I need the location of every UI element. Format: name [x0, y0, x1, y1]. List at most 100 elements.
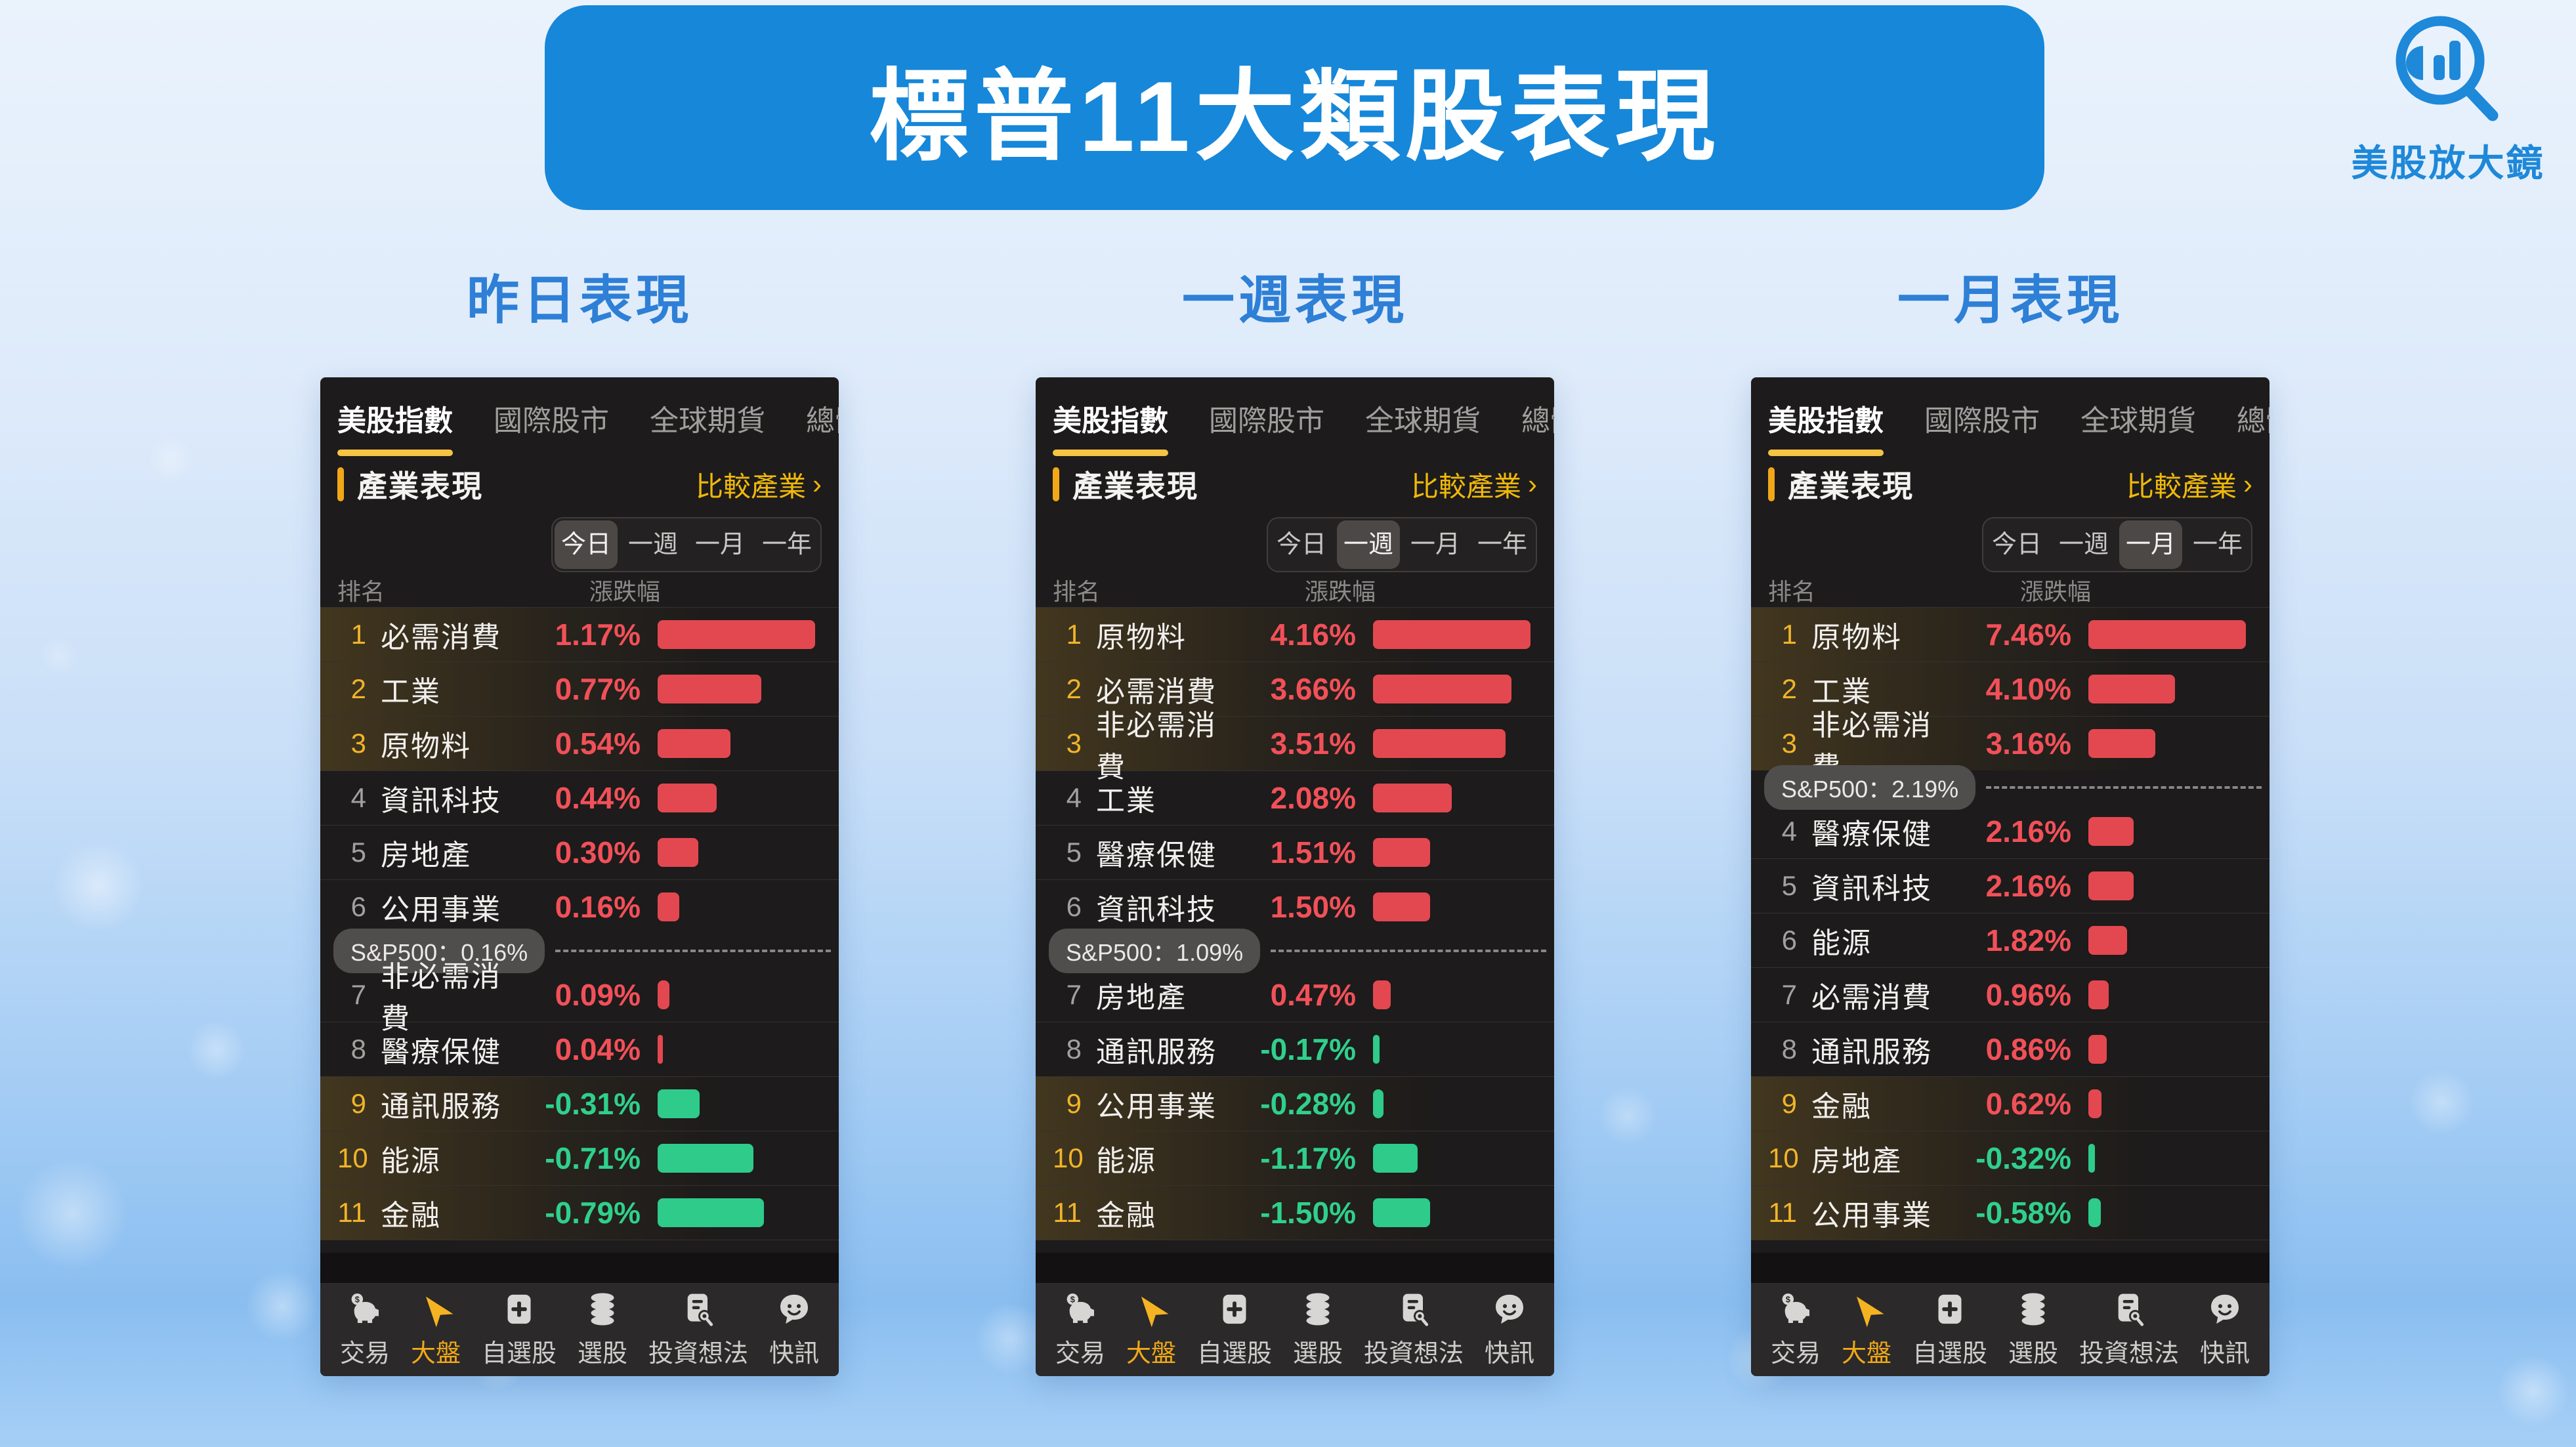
bar-area — [2088, 1144, 2252, 1173]
sp500-badge: S&P500：2.19% — [1764, 765, 1976, 810]
column-heading: 一週表現 — [1182, 271, 1408, 329]
sector-change-value: 1.82% — [1985, 923, 2071, 957]
sector-row-8[interactable]: 8 通訊服務 -0.17% — [1036, 1022, 1554, 1076]
sector-row-4[interactable]: 4 工業 2.08% — [1036, 770, 1554, 825]
sector-row-3[interactable]: 3 原物料 0.54% — [320, 716, 839, 770]
nav-item-4[interactable]: 選股 — [1293, 1291, 1343, 1369]
nav-item-label: 大盤 — [1841, 1339, 1891, 1368]
nav-item-3[interactable]: 自選股 — [1197, 1291, 1272, 1369]
sector-row-2[interactable]: 2 工業 4.10% — [1751, 661, 2270, 716]
top-tab-4[interactable]: 總體經濟 — [2237, 405, 2270, 437]
period-option-4[interactable]: 一年 — [761, 531, 812, 558]
period-option-1[interactable]: 今日 — [555, 520, 618, 569]
top-tab-4[interactable]: 總體經濟 — [806, 405, 839, 437]
nav-item-5[interactable]: 投資想法 — [1364, 1291, 1464, 1369]
sector-row-8[interactable]: 8 通訊服務 0.86% — [1751, 1022, 2270, 1076]
nav-item-3[interactable]: 自選股 — [1912, 1291, 1987, 1369]
sector-row-3[interactable]: 3 非必需消費 3.16% — [1751, 709, 2270, 784]
nav-item-1[interactable]: $ 交易 — [340, 1291, 390, 1369]
sector-row-7[interactable]: 7 房地產 0.47% — [1036, 968, 1554, 1022]
period-option-1[interactable]: 今日 — [1991, 531, 2042, 558]
nav-item-6[interactable]: 快訊 — [1485, 1291, 1534, 1369]
top-tab-2[interactable]: 國際股市 — [1924, 405, 2040, 437]
sector-row-1[interactable]: 1 原物料 4.16% — [1036, 607, 1554, 661]
change-bar — [658, 620, 815, 649]
sector-row-5[interactable]: 5 醫療保健 1.51% — [1036, 825, 1554, 879]
change-bar — [2088, 817, 2134, 846]
sector-row-9[interactable]: 9 公用事業 -0.28% — [1036, 1076, 1554, 1131]
sector-row-5[interactable]: 5 房地產 0.30% — [320, 825, 839, 879]
piggy-bank-icon: $ — [1066, 1293, 1094, 1323]
top-tab-4[interactable]: 總體經濟 — [1521, 405, 1554, 437]
sector-row-1[interactable]: 1 必需消費 1.17% — [320, 607, 839, 661]
nav-item-6[interactable]: 快訊 — [2200, 1291, 2250, 1369]
nav-item-3[interactable]: 自選股 — [482, 1291, 557, 1369]
nav-item-2[interactable]: 大盤 — [1126, 1291, 1176, 1369]
top-tab-2[interactable]: 國際股市 — [1209, 405, 1324, 437]
sector-row-3[interactable]: 3 非必需消費 3.51% — [1036, 709, 1554, 784]
nav-item-label: 選股 — [2008, 1339, 2058, 1368]
period-option-3[interactable]: 一月 — [2119, 520, 2182, 569]
sector-row-2[interactable]: 2 工業 0.77% — [320, 661, 839, 716]
sector-row-4[interactable]: 4 醫療保健 2.16% — [1751, 805, 2270, 858]
nav-item-label: 自選股 — [481, 1339, 557, 1368]
compare-industries-link[interactable]: 比較產業 › — [1411, 465, 1537, 505]
nav-item-6[interactable]: 快訊 — [769, 1291, 819, 1369]
sector-row-7[interactable]: 7 必需消費 0.96% — [1751, 967, 2270, 1022]
top-tab-2[interactable]: 國際股市 — [494, 405, 609, 437]
sector-row-6[interactable]: 6 能源 1.82% — [1751, 913, 2270, 967]
nav-item-2[interactable]: 大盤 — [1842, 1291, 1891, 1369]
nav-item-4[interactable]: 選股 — [578, 1291, 627, 1369]
period-option-4[interactable]: 一年 — [2192, 531, 2243, 558]
sector-row-5[interactable]: 5 資訊科技 2.16% — [1751, 858, 2270, 913]
sector-row-2[interactable]: 2 必需消費 3.66% — [1036, 661, 1554, 716]
sector-row-10[interactable]: 10 房地產 -0.32% — [1751, 1131, 2270, 1185]
nav-item-1[interactable]: $ 交易 — [1055, 1291, 1105, 1369]
compare-industries-link[interactable]: 比較產業 › — [2126, 465, 2252, 505]
sector-row-6[interactable]: 6 公用事業 0.16% — [320, 879, 839, 934]
app-screenshot-panel: 美股指數國際股市全球期貨總體經濟貨幣原 產業表現 比較產業› 今日一週一月一年 … — [320, 377, 839, 1376]
top-tab-3[interactable]: 全球期貨 — [650, 405, 765, 437]
sector-rank: 8 — [1781, 1034, 1797, 1064]
top-tab-1[interactable]: 美股指數 — [1768, 397, 1884, 456]
sector-row-7[interactable]: 7 非必需消費 0.09% — [320, 961, 839, 1035]
sector-row-11[interactable]: 11 金融 -1.50% — [1036, 1185, 1554, 1240]
period-option-3[interactable]: 一月 — [1410, 531, 1460, 558]
sector-rank: 8 — [350, 1034, 366, 1064]
top-tab-3[interactable]: 全球期貨 — [2080, 405, 2196, 437]
period-option-2[interactable]: 一週 — [627, 531, 678, 558]
section-header: 產業表現 比較產業 › — [1751, 456, 2270, 513]
bar-area — [1373, 675, 1537, 703]
period-option-2[interactable]: 一週 — [2058, 531, 2109, 558]
top-tab-1[interactable]: 美股指數 — [1053, 397, 1168, 456]
sector-row-8[interactable]: 8 醫療保健 0.04% — [320, 1022, 839, 1076]
nav-item-4[interactable]: 選股 — [2008, 1291, 2058, 1369]
top-tab-3[interactable]: 全球期貨 — [1365, 405, 1481, 437]
section-title: 產業表現 — [357, 469, 483, 503]
nav-item-5[interactable]: 投資想法 — [2079, 1291, 2179, 1369]
nav-item-5[interactable]: 投資想法 — [648, 1291, 748, 1369]
sector-row-10[interactable]: 10 能源 -0.71% — [320, 1131, 839, 1185]
sector-row-9[interactable]: 9 通訊服務 -0.31% — [320, 1076, 839, 1131]
sector-name: 金融 — [1096, 1200, 1156, 1232]
sector-row-1[interactable]: 1 原物料 7.46% — [1751, 607, 2270, 661]
sector-row-10[interactable]: 10 能源 -1.17% — [1036, 1131, 1554, 1185]
sector-row-11[interactable]: 11 公用事業 -0.58% — [1751, 1185, 2270, 1240]
compare-industries-link[interactable]: 比較產業 › — [696, 465, 822, 505]
period-option-1[interactable]: 今日 — [1276, 531, 1326, 558]
change-bar — [2088, 620, 2246, 649]
sector-row-11[interactable]: 11 金融 -0.79% — [320, 1185, 839, 1240]
sector-row-4[interactable]: 4 資訊科技 0.44% — [320, 770, 839, 825]
nav-item-2[interactable]: 大盤 — [411, 1291, 461, 1369]
nav-item-1[interactable]: $ 交易 — [1771, 1291, 1821, 1369]
sp500-dashed-line — [555, 950, 831, 952]
period-option-3[interactable]: 一月 — [694, 531, 745, 558]
period-option-2[interactable]: 一週 — [1337, 520, 1400, 569]
bar-area — [2088, 926, 2252, 955]
period-option-4[interactable]: 一年 — [1477, 531, 1527, 558]
sector-row-9[interactable]: 9 金融 0.62% — [1751, 1076, 2270, 1131]
bar-area — [1373, 1089, 1537, 1118]
sector-rank: 5 — [1781, 870, 1797, 901]
top-tab-1[interactable]: 美股指數 — [337, 397, 453, 456]
sector-row-6[interactable]: 6 資訊科技 1.50% — [1036, 879, 1554, 934]
